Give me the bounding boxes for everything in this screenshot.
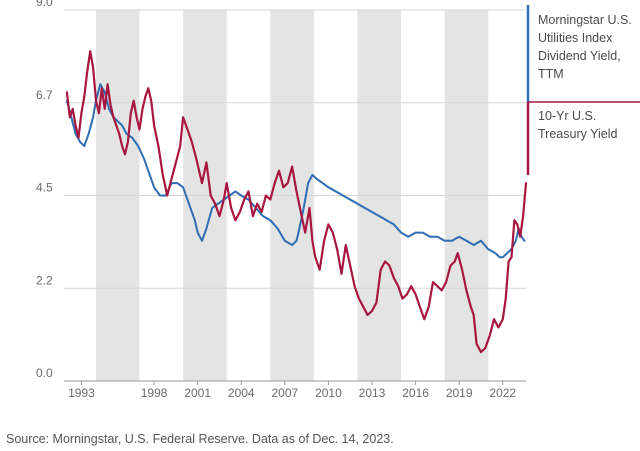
x-tick-label: 2001 <box>184 386 211 400</box>
series-lines <box>65 50 528 354</box>
x-tick-label: 2010 <box>315 386 342 400</box>
x-tick-label: 1993 <box>68 386 95 400</box>
legend-label-treasury: 10-Yr U.S. Treasury Yield <box>538 109 617 141</box>
y-tick-label: 2.2 <box>36 273 53 287</box>
y-tick-label: 6.7 <box>36 88 53 102</box>
utilities-yield-line <box>65 83 526 259</box>
x-tick-label: 2013 <box>359 386 386 400</box>
legend-label-utilities: Morningstar U.S. Utilities Index Dividend … <box>538 13 632 81</box>
treasury-yield-line <box>65 50 528 354</box>
x-tick-label: 2022 <box>489 386 516 400</box>
x-tick-label: 1998 <box>141 386 168 400</box>
x-axis: 1993 1998 2001 2004 2007 2010 2013 2016 2019 2022 <box>68 381 516 400</box>
y-tick-label: 9.0 <box>36 0 53 9</box>
y-tick-label: 0.0 <box>36 366 53 380</box>
y-axis: 0.0 2.2 4.5 6.7 9.0 <box>36 0 53 380</box>
source-note: Source: Morningstar, U.S. Federal Reserv… <box>6 432 394 446</box>
gridlines <box>64 9 526 382</box>
x-tick-label: 2016 <box>402 386 429 400</box>
x-tick-label: 2004 <box>228 386 255 400</box>
legend: Morningstar U.S. Utilities Index Dividend … <box>526 5 640 175</box>
x-tick-label: 2019 <box>446 386 473 400</box>
x-tick-label: 2007 <box>271 386 298 400</box>
y-tick-label: 4.5 <box>36 181 53 195</box>
